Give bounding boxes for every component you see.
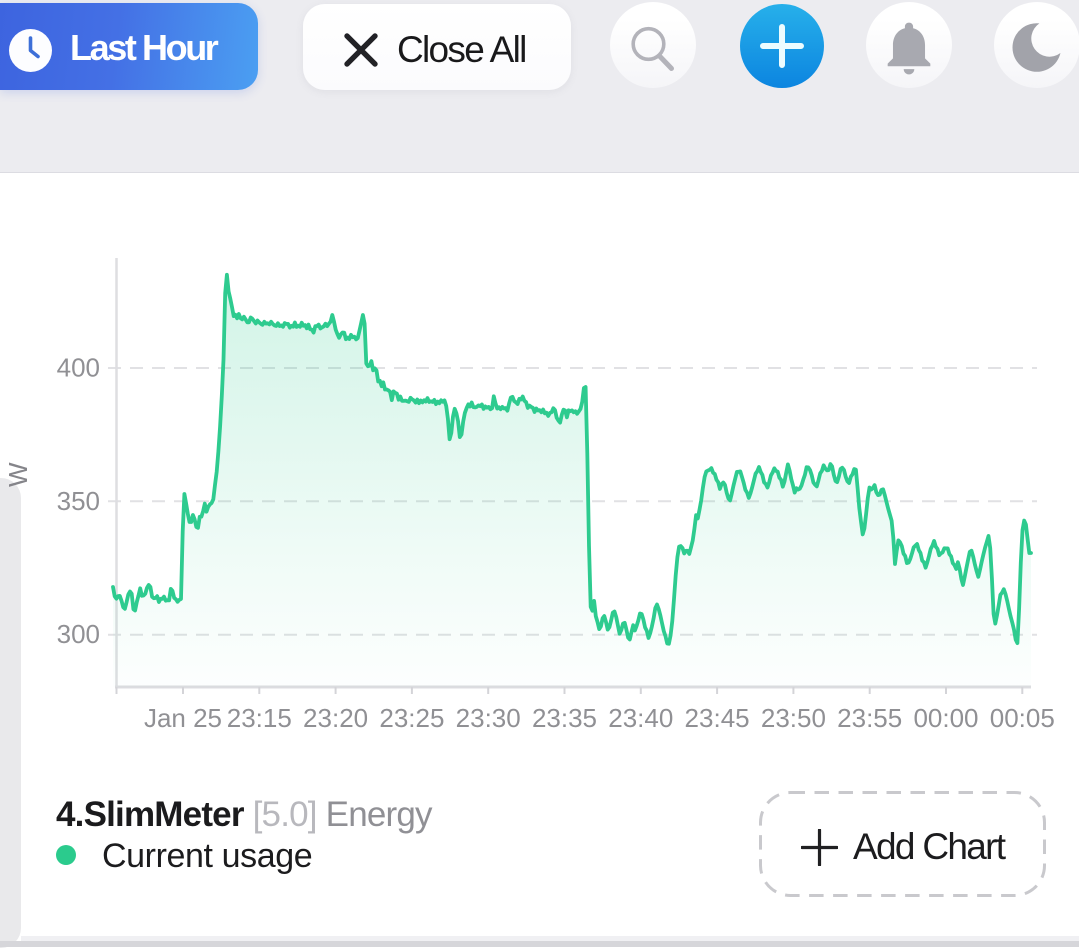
svg-text:23:40: 23:40 bbox=[608, 703, 673, 733]
svg-text:Jan 25: Jan 25 bbox=[144, 703, 222, 733]
svg-text:400: 400 bbox=[57, 353, 100, 383]
svg-text:23:35: 23:35 bbox=[532, 703, 597, 733]
svg-text:23:30: 23:30 bbox=[456, 703, 521, 733]
svg-text:23:50: 23:50 bbox=[761, 703, 826, 733]
svg-text:300: 300 bbox=[57, 619, 100, 649]
svg-text:350: 350 bbox=[57, 486, 100, 516]
svg-text:23:15: 23:15 bbox=[227, 703, 292, 733]
svg-text:23:45: 23:45 bbox=[685, 703, 750, 733]
svg-text:00:00: 00:00 bbox=[913, 703, 978, 733]
svg-text:23:25: 23:25 bbox=[379, 703, 444, 733]
svg-text:00:05: 00:05 bbox=[990, 703, 1055, 733]
svg-text:23:20: 23:20 bbox=[303, 703, 368, 733]
svg-text:23:55: 23:55 bbox=[837, 703, 902, 733]
